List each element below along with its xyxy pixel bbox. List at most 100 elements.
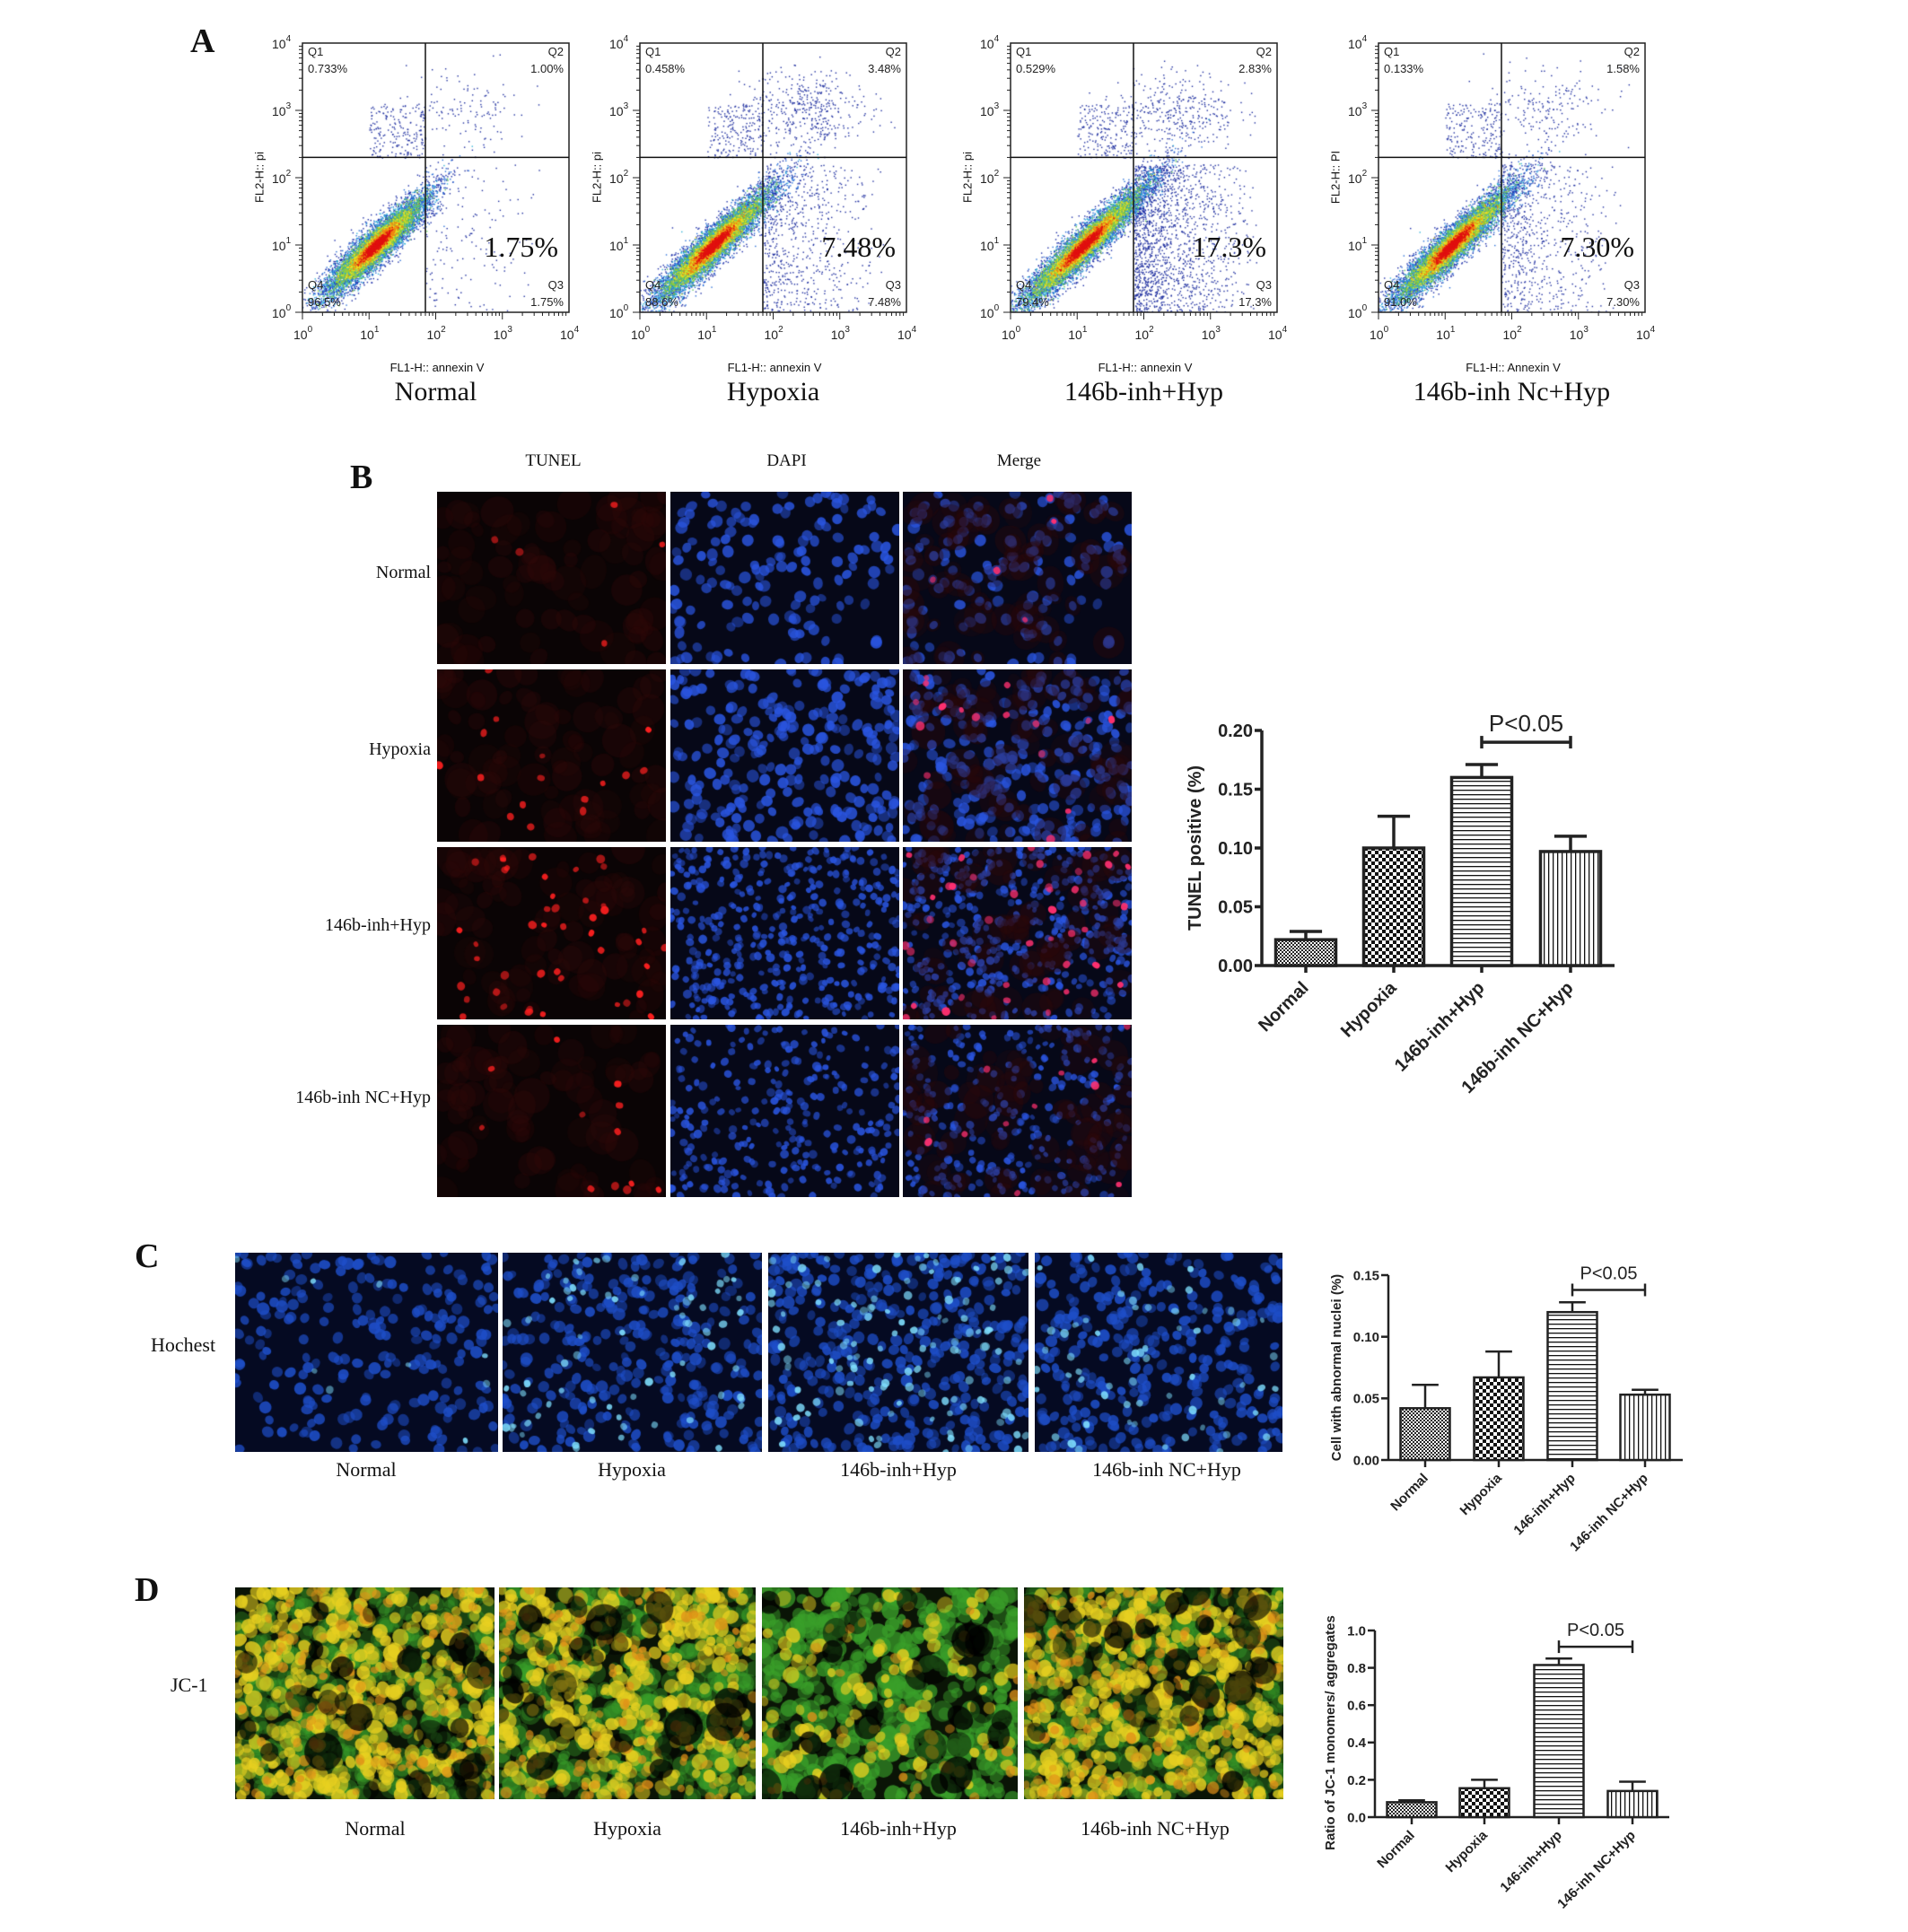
x-tick-label: 101 <box>697 325 717 342</box>
quadrant-value-q1: 0.458% <box>645 62 686 75</box>
y-tick-label: 0.10 <box>1353 1330 1379 1345</box>
row-label-jc1: JC-1 <box>171 1674 208 1696</box>
x-tick-label: 102 <box>427 325 447 342</box>
tick-exponent: 4 <box>1362 34 1368 44</box>
quadrant-value-q1: 0.133% <box>1384 62 1424 75</box>
x-tick-label: 101 <box>360 325 380 342</box>
x-tick-label: Hypoxia <box>1337 977 1401 1041</box>
bar-hypoxia <box>1361 846 1426 967</box>
quadrant-label-q3: Q3 <box>886 278 901 292</box>
quadrant-label-q4: Q4 <box>1384 278 1399 292</box>
bar-146-inh-nc-hyp <box>1619 1393 1671 1462</box>
y-tick-label: 0.4 <box>1347 1735 1367 1751</box>
row-label-normal: Normal <box>375 563 431 582</box>
quadrant-value-q4: 96.5% <box>308 295 341 309</box>
panel-label-c: C <box>135 1237 160 1275</box>
y-tick-label: 101 <box>272 236 292 253</box>
y-tick-label: 101 <box>1348 236 1368 253</box>
apoptosis-percentage: 17.3% <box>1192 231 1266 263</box>
y-tick-label: 0.15 <box>1218 781 1253 800</box>
quadrant-label-q1: Q1 <box>1016 45 1031 58</box>
x-tick-label: 104 <box>897 325 917 342</box>
quadrant-value-q2: 2.83% <box>1238 62 1272 75</box>
y-tick-label: 104 <box>609 34 629 51</box>
bar-146-inh-hyp <box>1533 1664 1585 1819</box>
y-tick-label: 102 <box>609 169 629 186</box>
image-label: Hypoxia <box>593 1817 661 1840</box>
tick-exponent: 4 <box>994 34 1000 44</box>
quadrant-value-q3: 17.3% <box>1238 295 1272 309</box>
x-tick-label: 146-inh NC+Hyp <box>1554 1828 1639 1912</box>
tick-exponent: 2 <box>1149 325 1154 335</box>
tick-exponent: 1 <box>1082 325 1088 335</box>
quadrant-value-q2: 1.00% <box>530 62 564 75</box>
y-tick-label: 0.15 <box>1353 1268 1379 1283</box>
quadrant-value-q2: 3.48% <box>868 62 901 75</box>
x-tick-label: 102 <box>1503 325 1523 342</box>
bar-hypoxia <box>1473 1376 1525 1462</box>
row-label-146b-inh-hyp: 146b-inh+Hyp <box>325 915 431 935</box>
x-tick-label: Hypoxia <box>1457 1470 1506 1518</box>
x-tick-label: 100 <box>631 325 651 342</box>
tick-exponent: 2 <box>994 169 1000 179</box>
quadrant-label-q3: Q3 <box>1624 278 1640 292</box>
x-tick-label: 102 <box>765 325 784 342</box>
tunel-image <box>437 1025 666 1197</box>
dapi-image <box>670 492 899 664</box>
x-tick-label: 100 <box>293 325 313 342</box>
hoechst-image <box>768 1253 1028 1452</box>
image-label: Normal <box>345 1817 406 1840</box>
y-tick-label: 103 <box>272 101 292 118</box>
hoechst-image <box>503 1253 762 1452</box>
tick-exponent: 3 <box>845 325 850 335</box>
quadrant-value-q3: 1.75% <box>530 295 564 309</box>
quadrant-label-q1: Q1 <box>1384 45 1399 58</box>
y-tick-label: 102 <box>980 169 1000 186</box>
tick-exponent: 2 <box>441 325 446 335</box>
x-axis-label: FL1-H:: annexin V <box>1098 361 1193 374</box>
x-tick-label: 101 <box>1068 325 1088 342</box>
y-tick-label: 104 <box>1348 34 1368 51</box>
quadrant-label-q3: Q3 <box>548 278 564 292</box>
merge-image <box>903 492 1132 664</box>
tick-exponent: 0 <box>1384 325 1389 335</box>
panel-label-a: A <box>190 22 215 60</box>
x-tick-label: 103 <box>494 325 513 342</box>
y-tick-label: 102 <box>272 169 292 186</box>
x-tick-label: 103 <box>1202 325 1221 342</box>
dapi-image <box>670 1025 899 1197</box>
panel-label-d: D <box>135 1571 160 1609</box>
plot-frame <box>1378 42 1646 313</box>
tick-exponent: 0 <box>624 303 629 313</box>
plot-frame <box>639 42 907 313</box>
flow-scatter-plot <box>1378 43 1645 312</box>
quadrant-value-q1: 0.529% <box>1016 62 1056 75</box>
tick-exponent: 3 <box>1583 325 1589 335</box>
y-tick-label: 0.8 <box>1347 1661 1366 1676</box>
tick-exponent: 1 <box>1362 236 1368 246</box>
plot-frame <box>302 42 570 313</box>
significance-label: P<0.05 <box>1567 1621 1624 1640</box>
y-tick-label: 103 <box>980 101 1000 118</box>
dapi-image <box>670 669 899 842</box>
apoptosis-percentage: 7.30% <box>1560 231 1634 263</box>
tick-exponent: 1 <box>712 325 717 335</box>
tick-exponent: 2 <box>778 325 783 335</box>
bar-chart-b: 0.00 0.05 0.10 0.15 0.20 TUNEL positive (%) No… <box>1186 710 1615 1097</box>
tick-exponent: 0 <box>1362 303 1368 313</box>
quadrant-label-q2: Q2 <box>548 45 564 58</box>
x-tick-label: 146-inh+Hyp <box>1510 1471 1578 1538</box>
tick-exponent: 3 <box>1362 101 1368 111</box>
tick-exponent: 0 <box>994 303 1000 313</box>
y-tick-label: 1.0 <box>1347 1623 1366 1639</box>
bar-chart-d: 0.0 0.2 0.4 0.6 0.8 1.0 Ratio of JC-1 monomers… <box>1323 1615 1669 1911</box>
tunel-image <box>437 847 666 1019</box>
y-tick-label: 100 <box>272 303 292 320</box>
significance-label: P<0.05 <box>1580 1263 1638 1283</box>
column-header-merge: Merge <box>996 451 1042 470</box>
image-label: Normal <box>336 1458 397 1481</box>
x-tick-label: Hypoxia <box>1443 1827 1492 1875</box>
quadrant-value-q4: 91.0% <box>1384 295 1417 309</box>
x-axis-label: FL1-H:: Annexin V <box>1466 361 1561 374</box>
